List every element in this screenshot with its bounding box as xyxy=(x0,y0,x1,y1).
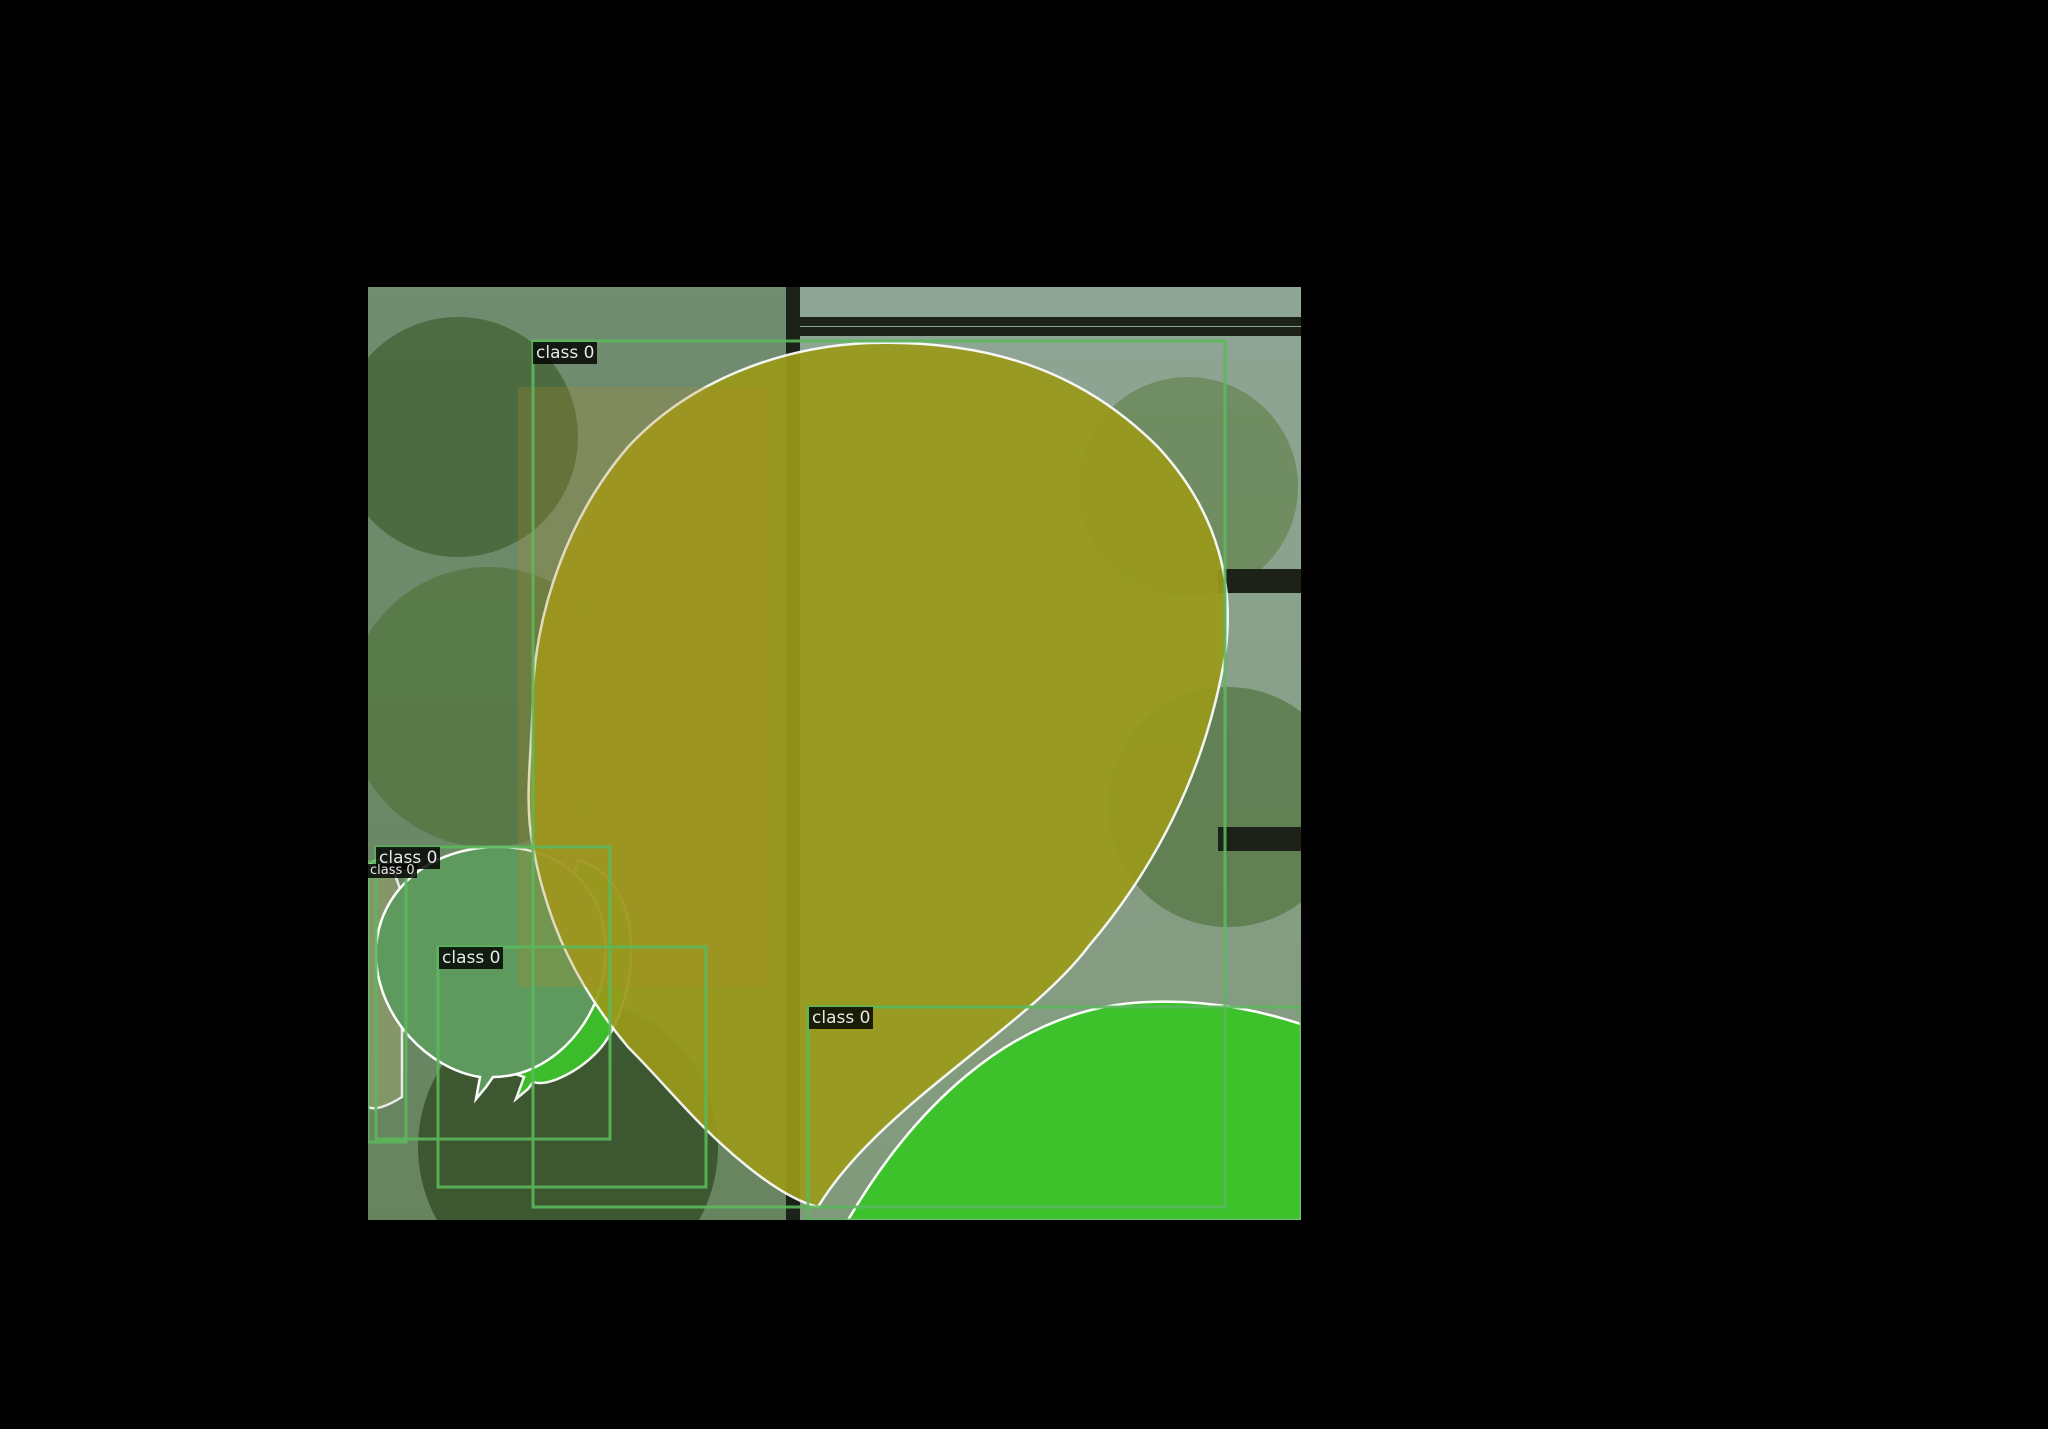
detection-label: class 0 xyxy=(368,863,417,878)
segmentation-overlay xyxy=(368,287,1301,1220)
bbox-bottom-right xyxy=(806,1005,1301,1220)
mask-shading xyxy=(518,387,768,987)
segmentation-image: class 0 class 0 class 0 class 0 class 0 xyxy=(368,287,1301,1220)
detection-label: class 0 xyxy=(376,847,441,869)
balloon-mask-large-yellow xyxy=(527,341,1229,1209)
detection-label: class 0 xyxy=(439,947,504,969)
detection-label: class 0 xyxy=(533,342,598,364)
bbox-small-green xyxy=(436,945,708,1189)
bbox-small-gray xyxy=(374,845,612,1141)
detection-label: class 0 xyxy=(809,1007,874,1029)
bbox-large-yellow xyxy=(531,339,1227,1209)
